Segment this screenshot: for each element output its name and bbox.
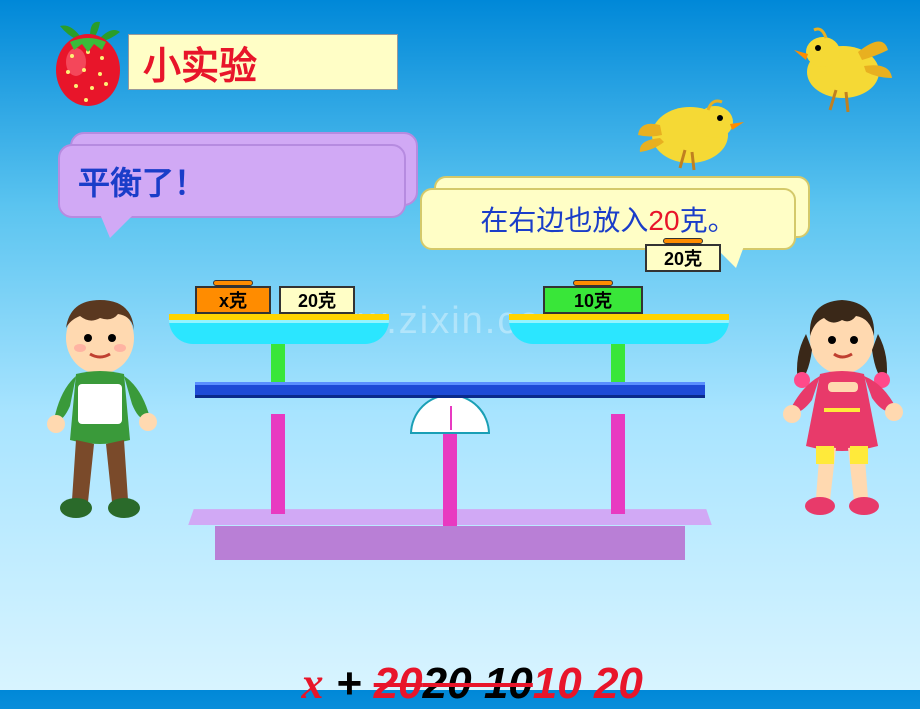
weight-20-left: 20克 <box>279 286 355 314</box>
eq-strike1: 20 <box>374 659 423 708</box>
scale-beam <box>195 382 705 398</box>
weight-cap <box>663 238 703 244</box>
eq-20: 20 <box>582 659 643 708</box>
boy-character <box>40 290 170 540</box>
weight-cap <box>213 280 253 286</box>
bird-icon <box>788 12 908 122</box>
scale-base <box>215 526 685 560</box>
right-bubble-prefix: 在右边也放入 <box>480 205 648 236</box>
weight-label: 20克 <box>664 245 702 271</box>
weight-20-right: 20克 <box>645 244 721 272</box>
scale-dial <box>410 394 490 434</box>
eq-strike2: 20 10 <box>423 659 533 708</box>
title-box: 小实验 <box>128 34 398 90</box>
scale-leg <box>611 414 625 514</box>
eq-plus: + <box>324 659 374 708</box>
scale-arm <box>271 342 285 382</box>
equation: x + 2020 1010 20 <box>0 608 920 709</box>
weight-label: 20克 <box>298 287 336 313</box>
strawberry-icon <box>50 18 130 108</box>
right-bubble-suffix: 克。 <box>680 205 736 236</box>
bird-icon <box>630 80 750 180</box>
weight-label: 10克 <box>574 287 612 313</box>
weight-10: 10克 <box>543 286 643 314</box>
left-bubble-text: 平衡了！ <box>78 158 206 204</box>
title-text: 小实验 <box>143 35 257 90</box>
weight-cap <box>573 280 613 286</box>
scale-leg <box>271 414 285 514</box>
balance-scale: x克 20克 10克 20克 <box>155 280 755 560</box>
scale-post <box>443 426 457 526</box>
eq-10: 10 <box>533 659 582 708</box>
scale-pan-left <box>169 320 389 344</box>
weight-x: x克 <box>195 286 271 314</box>
right-speech-bubble: 在右边也放入20克。 <box>420 188 796 250</box>
left-speech-bubble: 平衡了！ <box>58 144 406 218</box>
eq-x: x <box>302 659 324 708</box>
girl-character <box>780 290 910 540</box>
scale-pan-right <box>509 320 729 344</box>
scale-arm <box>611 342 625 382</box>
right-bubble-value: 20 <box>648 205 679 236</box>
weight-label: x克 <box>219 287 247 313</box>
